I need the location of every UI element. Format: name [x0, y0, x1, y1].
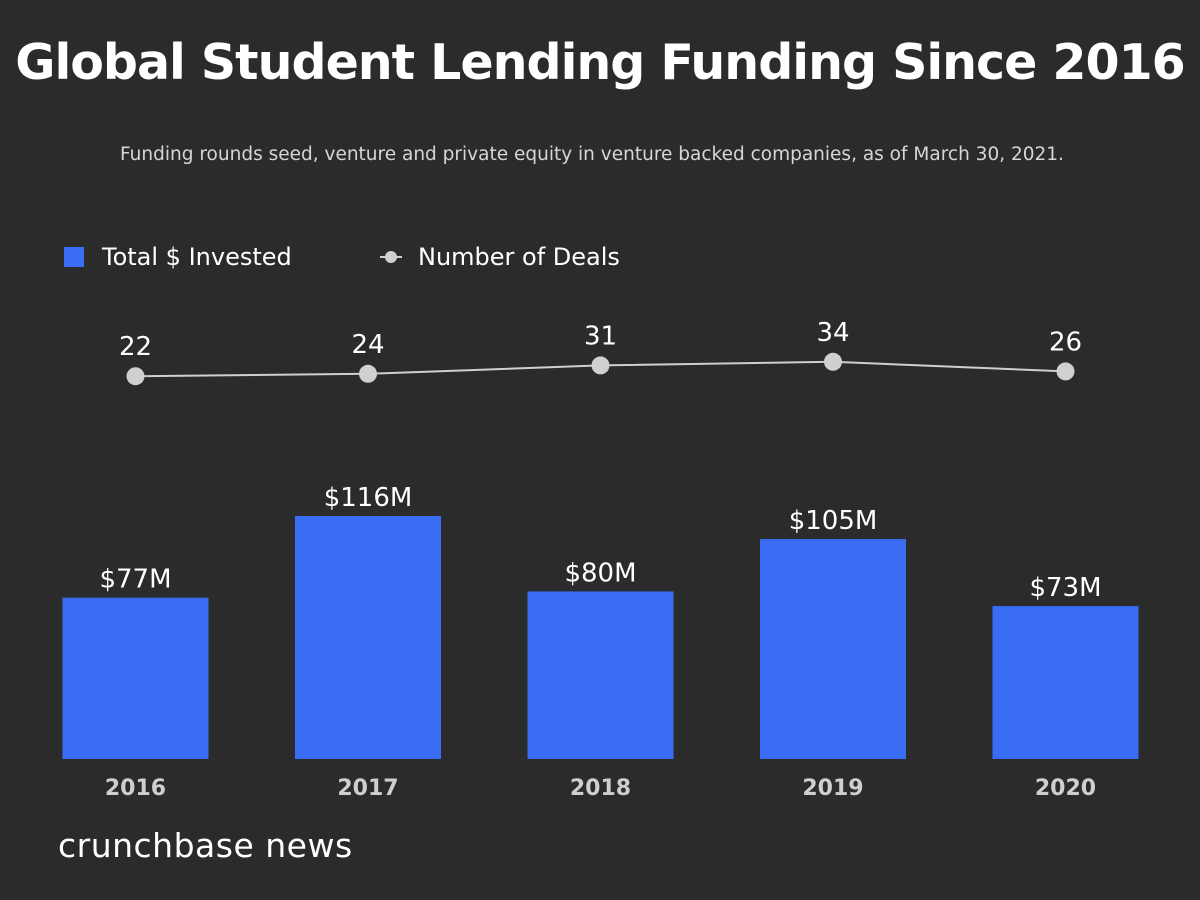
- x-tick-label: 2018: [570, 776, 631, 801]
- deals-point-2020: [1056, 362, 1075, 381]
- deals-value-label: 31: [584, 321, 617, 351]
- chart-subtitle: Funding rounds seed, venture and private…: [120, 144, 1064, 165]
- bar-value-label: $105M: [789, 506, 878, 536]
- deals-point-2018: [591, 356, 610, 375]
- deals-point-2017: [359, 364, 377, 383]
- legend-item-total-invested: Total $ Invested: [64, 240, 292, 274]
- bar-2019: [760, 539, 906, 759]
- bar-value-label: $116M: [324, 483, 413, 513]
- x-tick-label: 2017: [337, 776, 398, 801]
- deals-point-2019: [824, 352, 842, 371]
- chart-title: Global Student Lending Funding Since 201…: [15, 34, 1186, 91]
- bar-2020: [992, 606, 1139, 759]
- deals-value-label: 34: [816, 318, 849, 348]
- legend-label-total-invested: Total $ Invested: [102, 243, 292, 271]
- x-tick-label: 2020: [1035, 776, 1096, 801]
- legend-item-number-of-deals: Number of Deals: [380, 240, 620, 274]
- bar-2016: [62, 597, 209, 759]
- bar-2018: [527, 591, 674, 759]
- deals-value-label: 26: [1049, 327, 1082, 357]
- deals-point-2016: [126, 367, 145, 386]
- x-tick-label: 2019: [802, 776, 863, 801]
- legend-swatch-bar: [64, 247, 84, 267]
- brand-logo: crunchbase news: [58, 826, 353, 865]
- x-tick-label: 2016: [105, 776, 166, 801]
- legend-swatch-line: [380, 247, 402, 267]
- bar-value-label: $77M: [99, 565, 171, 595]
- bar-value-label: $73M: [1029, 573, 1101, 603]
- bar-2017: [295, 516, 441, 759]
- legend-label-number-of-deals: Number of Deals: [418, 243, 620, 271]
- bar-value-label: $80M: [564, 558, 636, 588]
- deals-value-label: 24: [351, 330, 384, 360]
- deals-value-label: 22: [119, 332, 152, 362]
